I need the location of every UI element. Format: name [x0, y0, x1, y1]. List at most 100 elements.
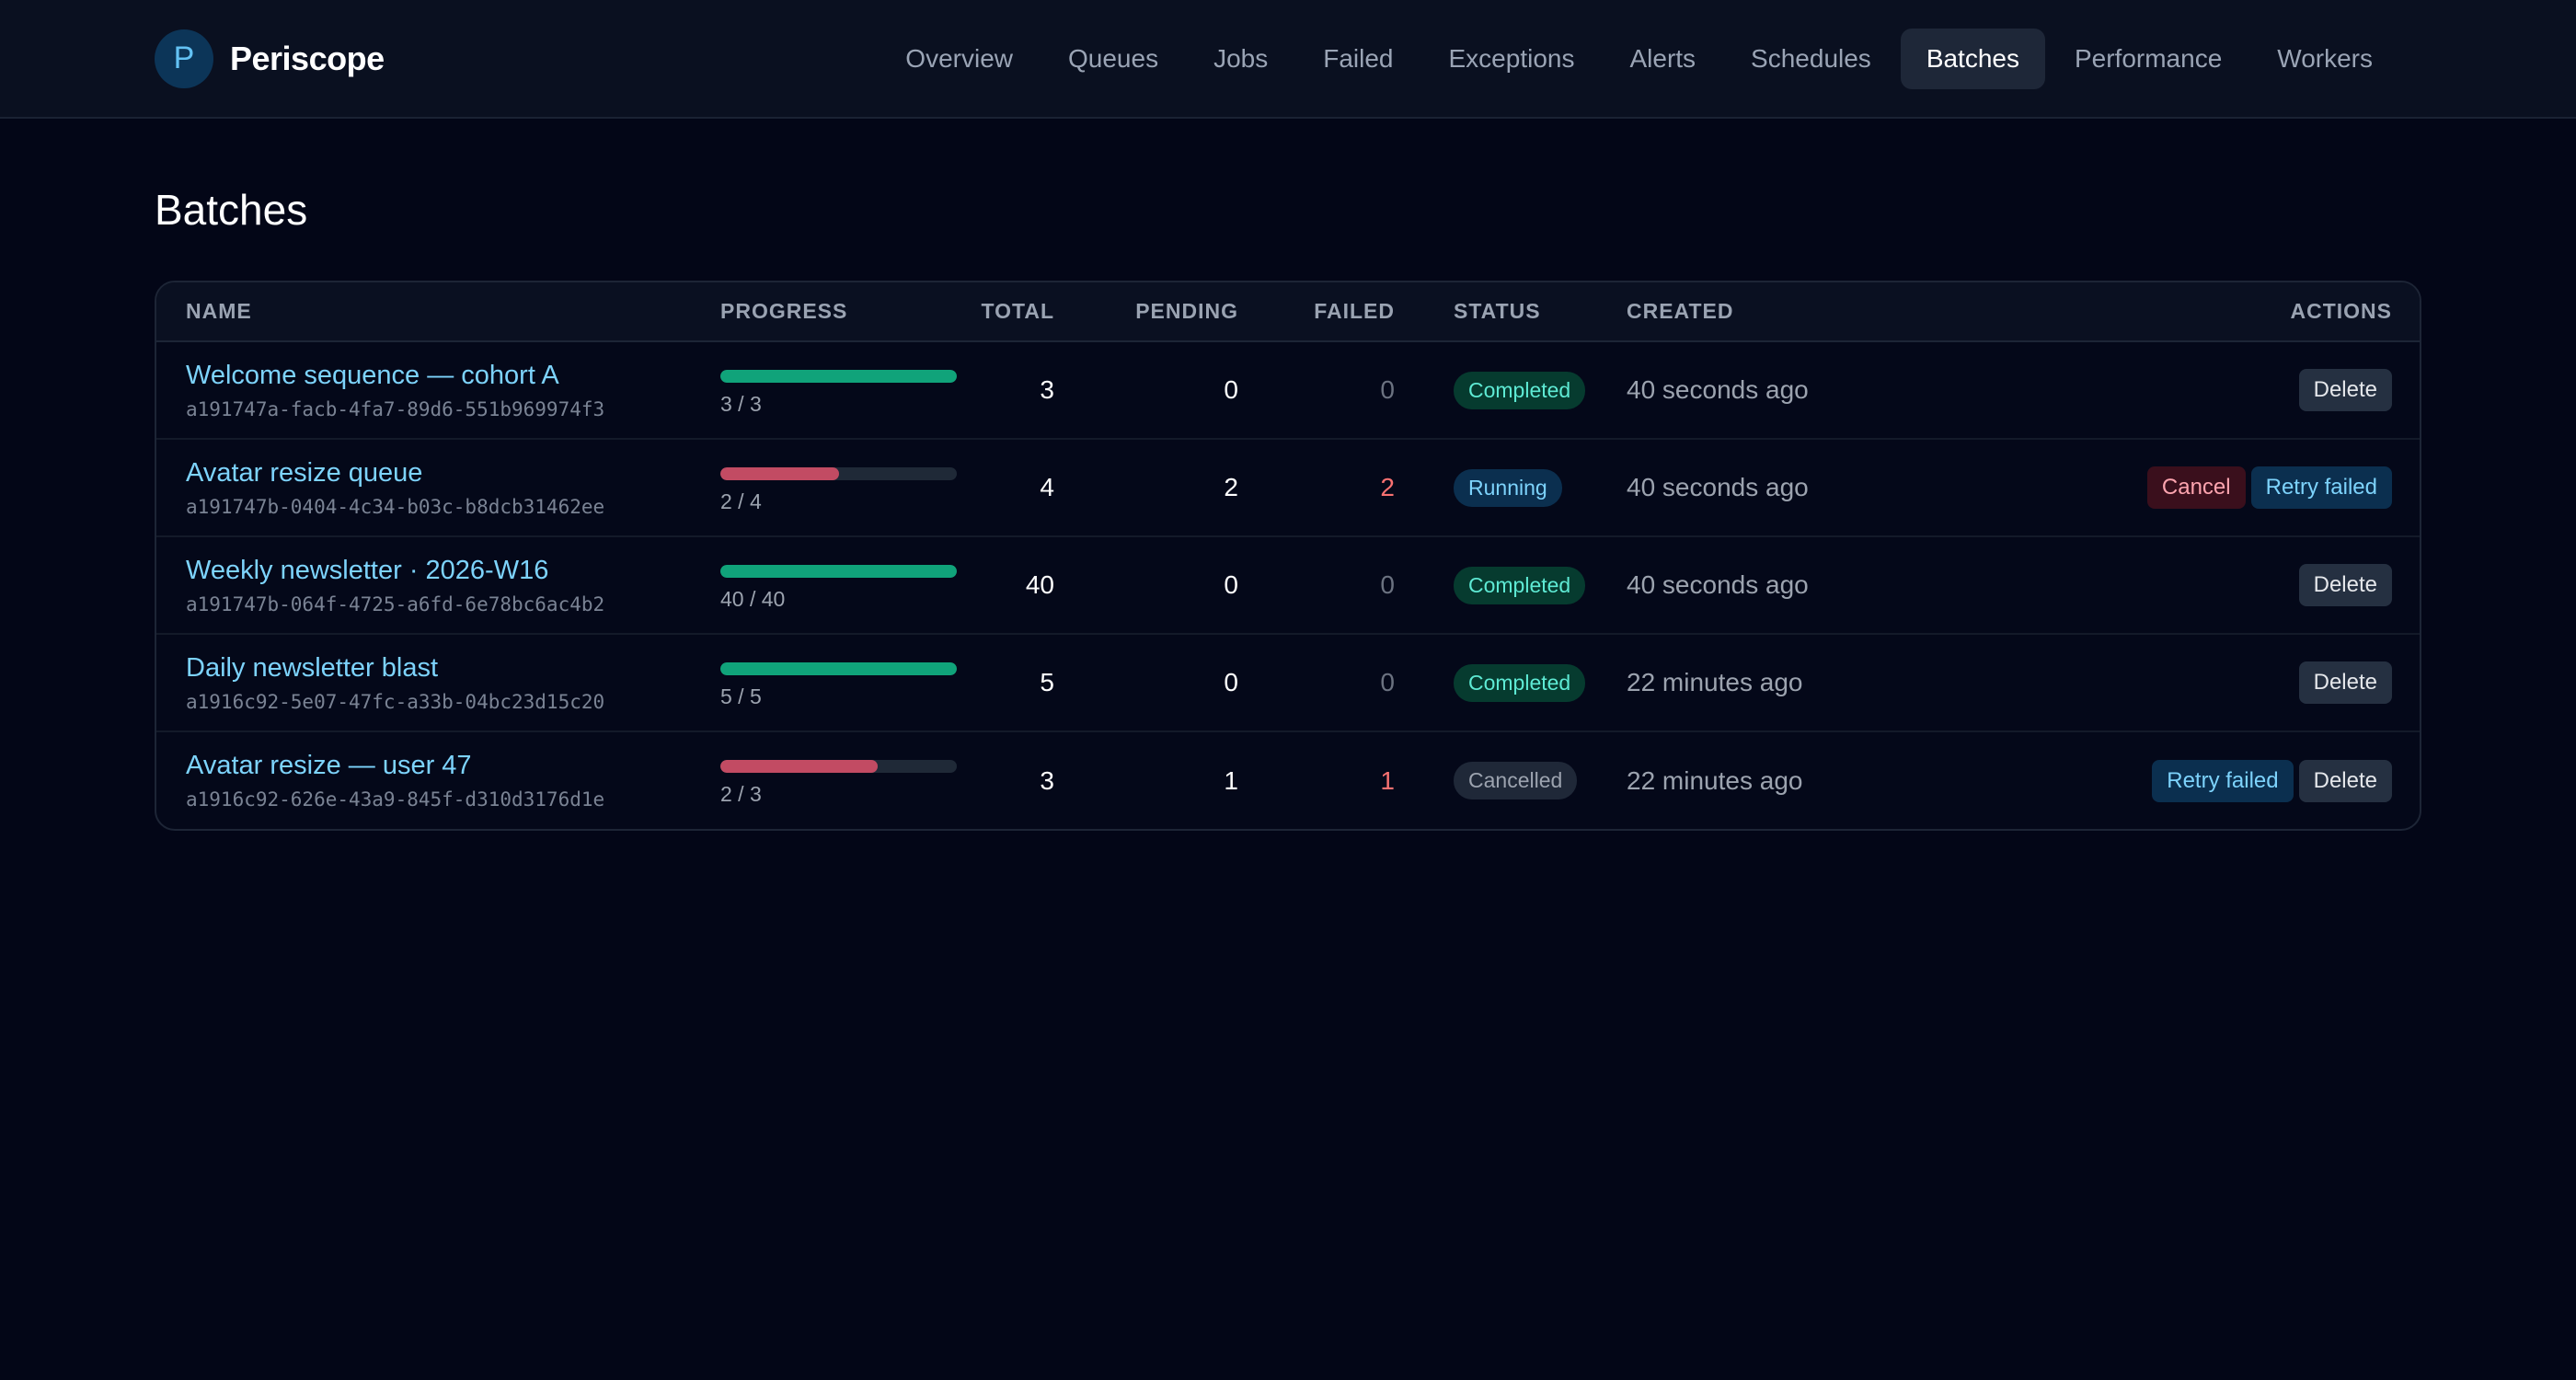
cell-actions: Retry failed Delete	[1903, 731, 2420, 829]
brand[interactable]: P Periscope	[155, 29, 385, 88]
brand-name: Periscope	[230, 39, 385, 77]
table-row: Welcome sequence — cohort A a191747a-fac…	[156, 341, 2420, 440]
main-nav: Overview Queues Jobs Failed Exceptions A…	[876, 28, 2398, 89]
header-status[interactable]: STATUS	[1395, 282, 1627, 342]
cell-progress: 2 / 3	[720, 731, 957, 829]
batch-id: a191747b-0404-4c34-b03c-b8dcb31462ee	[186, 495, 605, 518]
nav-item-jobs[interactable]: Jobs	[1213, 43, 1269, 73]
batch-id: a191747a-facb-4fa7-89d6-551b969974f3	[186, 397, 605, 420]
progress-bar	[720, 466, 957, 480]
cell-failed: 0	[1238, 341, 1395, 440]
batch-id: a191747b-064f-4725-a6fd-6e78bc6ac4b2	[186, 592, 605, 615]
delete-button[interactable]: Delete	[2298, 369, 2392, 411]
status-badge: Running	[1454, 468, 1562, 507]
cell-created: 40 seconds ago	[1627, 439, 1903, 537]
progress-text: 2 / 3	[720, 782, 762, 806]
batch-name-link[interactable]: Avatar resize queue	[186, 457, 423, 488]
header-progress[interactable]: PROGRESS	[720, 282, 946, 342]
cell-name: Avatar resize — user 47 a1916c92-626e-43…	[156, 731, 720, 829]
cell-created: 40 seconds ago	[1627, 536, 1903, 635]
cell-pending: 0	[1054, 634, 1238, 732]
header-name[interactable]: NAME	[156, 282, 720, 342]
cell-failed: 2	[1238, 439, 1395, 537]
status-badge: Completed	[1454, 371, 1586, 409]
nav-item-workers[interactable]: Workers	[2277, 43, 2373, 73]
cell-total: 3	[946, 341, 1054, 440]
progress-bar	[720, 564, 957, 578]
cell-pending: 2	[1054, 439, 1238, 537]
progress-bar	[720, 661, 957, 675]
delete-button[interactable]: Delete	[2298, 759, 2392, 802]
nav-item-queues[interactable]: Queues	[1068, 43, 1159, 73]
cell-progress: 5 / 5	[720, 634, 957, 732]
cell-status: Cancelled	[1395, 731, 1627, 829]
progress-bar-fill	[720, 369, 957, 383]
page-title: Batches	[155, 186, 308, 234]
cell-created: 40 seconds ago	[1627, 341, 1903, 440]
batch-name-link[interactable]: Avatar resize — user 47	[186, 751, 472, 780]
header-created[interactable]: CREATED	[1627, 282, 1903, 342]
cell-failed: 0	[1238, 536, 1395, 635]
main-content: Batches NAME PROGRESS TOTAL PENDING FAI	[0, 119, 2576, 831]
cell-pending: 0	[1054, 536, 1238, 635]
nav-item-exceptions[interactable]: Exceptions	[1448, 43, 1575, 73]
status-badge: Completed	[1454, 663, 1586, 702]
logo-icon: P	[155, 29, 213, 88]
retry-button[interactable]: Retry failed	[2152, 759, 2294, 802]
cell-actions: Delete	[1903, 341, 2420, 440]
cell-name: Daily newsletter blast a1916c92-5e07-47f…	[156, 634, 720, 732]
nav-item-schedules[interactable]: Schedules	[1751, 43, 1871, 73]
cell-failed: 0	[1238, 634, 1395, 732]
delete-button[interactable]: Delete	[2298, 661, 2392, 704]
cell-failed: 1	[1380, 765, 1395, 795]
header-failed[interactable]: FAILED	[1238, 282, 1395, 342]
cell-status: Completed	[1395, 341, 1627, 440]
cell-pending: 0	[1054, 341, 1238, 440]
cell-actions: Delete	[1903, 634, 2420, 732]
cell-status: Running	[1395, 439, 1627, 537]
retry-button[interactable]: Retry failed	[2250, 466, 2392, 509]
header-pending[interactable]: PENDING	[1054, 282, 1238, 342]
progress-text: 40 / 40	[720, 586, 786, 611]
table-row: Weekly newsletter · 2026-W16 a191747b-06…	[156, 536, 2420, 635]
cell-progress: 40 / 40	[720, 536, 957, 635]
cell-status: Completed	[1395, 536, 1627, 635]
table-row: Avatar resize — user 47 a1916c92-626e-43…	[156, 731, 2420, 829]
batch-name-link[interactable]: Weekly newsletter · 2026-W16	[186, 555, 549, 585]
nav-item-failed[interactable]: Failed	[1323, 43, 1394, 73]
cell-progress: 3 / 3	[720, 341, 957, 440]
batches-table-card: NAME PROGRESS TOTAL PENDING FAILED STATU…	[155, 281, 2421, 831]
batch-name-link[interactable]: Welcome sequence — cohort A	[186, 360, 559, 390]
table-header-row: NAME PROGRESS TOTAL PENDING FAILED STATU…	[156, 282, 2420, 342]
cell-status: Completed	[1395, 634, 1627, 732]
batches-table: NAME PROGRESS TOTAL PENDING FAILED STATU…	[156, 282, 2420, 829]
nav-item-batches[interactable]: Batches	[1900, 28, 2045, 89]
cell-actions: Delete	[1903, 536, 2420, 635]
nav-item-alerts[interactable]: Alerts	[1629, 43, 1696, 73]
top-navbar: P Periscope Overview Queues Jobs Failed …	[0, 0, 2576, 119]
cell-progress: 2 / 4	[720, 439, 957, 537]
batch-id: a1916c92-5e07-47fc-a33b-04bc23d15c20	[186, 690, 605, 713]
cell-name: Weekly newsletter · 2026-W16 a191747b-06…	[156, 536, 720, 635]
progress-bar	[720, 760, 957, 773]
nav-item-performance[interactable]: Performance	[2074, 43, 2223, 73]
table-row: Avatar resize queue a191747b-0404-4c34-b…	[156, 439, 2420, 537]
progress-bar-fill	[720, 564, 957, 578]
cell-name: Welcome sequence — cohort A a191747a-fac…	[156, 341, 720, 440]
progress-bar-fill	[720, 661, 957, 675]
cell-total: 40	[946, 536, 1054, 635]
header-actions: ACTIONS	[1903, 282, 2420, 342]
cell-actions: Cancel Retry failed	[1903, 439, 2420, 537]
cell-total: 4	[946, 439, 1054, 537]
status-badge: Completed	[1454, 566, 1586, 604]
header-total[interactable]: TOTAL	[946, 282, 1054, 342]
cell-pending: 1	[1224, 765, 1238, 795]
delete-button[interactable]: Delete	[2298, 564, 2392, 606]
cell-name: Avatar resize queue a191747b-0404-4c34-b…	[156, 439, 720, 537]
batch-name-link[interactable]: Daily newsletter blast	[186, 652, 438, 683]
cell-total: 5	[946, 634, 1054, 732]
table-row: Daily newsletter blast a1916c92-5e07-47f…	[156, 634, 2420, 732]
cell-created: 22 minutes ago	[1627, 765, 1803, 795]
nav-item-overview[interactable]: Overview	[905, 43, 1013, 73]
cancel-button[interactable]: Cancel	[2146, 466, 2246, 509]
